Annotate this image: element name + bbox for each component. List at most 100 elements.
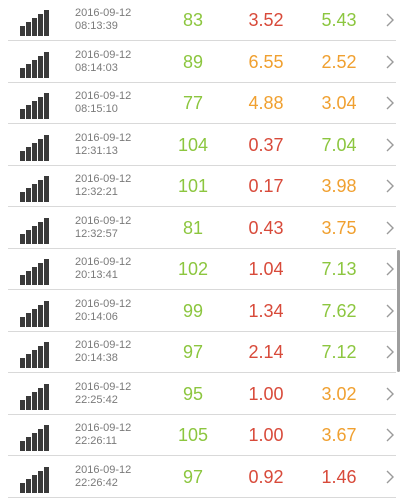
upload-value: 3.98 bbox=[321, 176, 357, 196]
signal-bar bbox=[20, 151, 25, 161]
upload-value: 2.52 bbox=[321, 52, 357, 72]
signal-bar bbox=[26, 479, 31, 493]
signal-bar bbox=[20, 234, 25, 244]
result-row[interactable]: 2016-09-12 08:13:39 83 3.52 5.43 bbox=[0, 0, 404, 41]
signal-strength-icon bbox=[20, 257, 54, 285]
test-time: 08:15:10 bbox=[75, 103, 118, 115]
signal-bar bbox=[32, 309, 37, 327]
test-time: 08:14:03 bbox=[75, 62, 118, 74]
signal-bar bbox=[32, 267, 37, 285]
signal-bar bbox=[44, 342, 49, 368]
chevron-right-icon[interactable] bbox=[386, 13, 394, 27]
result-row[interactable]: 2016-09-12 22:26:11 105 1.00 3.67 bbox=[0, 415, 404, 456]
row-divider bbox=[8, 123, 396, 124]
chevron-right-icon[interactable] bbox=[386, 179, 394, 193]
signal-bar bbox=[20, 483, 25, 493]
signal-bar bbox=[44, 93, 49, 119]
upload-value: 3.75 bbox=[321, 218, 357, 238]
test-time: 12:32:57 bbox=[75, 228, 118, 240]
signal-bar bbox=[26, 22, 31, 36]
signal-bar bbox=[26, 354, 31, 368]
signal-strength-icon bbox=[20, 8, 54, 36]
test-date: 2016-09-12 bbox=[75, 215, 132, 227]
chevron-right-icon[interactable] bbox=[386, 345, 394, 359]
ping-value: 101 bbox=[177, 176, 209, 196]
result-row[interactable]: 2016-09-12 12:31:13 104 0.37 7.04 bbox=[0, 125, 404, 166]
row-divider bbox=[8, 40, 396, 41]
chevron-right-icon[interactable] bbox=[386, 138, 394, 152]
upload-value: 5.43 bbox=[321, 10, 357, 30]
result-row[interactable]: 2016-09-12 08:15:10 77 4.88 3.04 bbox=[0, 83, 404, 124]
test-time: 22:26:42 bbox=[75, 477, 118, 489]
signal-strength-icon bbox=[20, 299, 54, 327]
test-time: 22:25:42 bbox=[75, 394, 118, 406]
row-divider bbox=[8, 414, 396, 415]
signal-bar bbox=[38, 471, 43, 493]
test-date: 2016-09-12 bbox=[75, 49, 132, 61]
signal-bar bbox=[32, 433, 37, 451]
test-date: 2016-09-12 bbox=[75, 90, 132, 102]
chevron-right-icon[interactable] bbox=[386, 470, 394, 484]
ping-value: 97 bbox=[182, 342, 204, 362]
signal-bar bbox=[32, 392, 37, 410]
test-time: 20:14:38 bbox=[75, 352, 118, 364]
signal-strength-icon bbox=[20, 216, 54, 244]
signal-bar bbox=[20, 26, 25, 36]
row-divider bbox=[8, 497, 396, 498]
ping-value: 83 bbox=[182, 10, 204, 30]
download-value: 1.04 bbox=[248, 259, 284, 279]
test-date: 2016-09-12 bbox=[75, 422, 132, 434]
chevron-right-icon[interactable] bbox=[386, 428, 394, 442]
upload-value: 3.04 bbox=[321, 93, 357, 113]
row-divider bbox=[8, 331, 396, 332]
chevron-right-icon[interactable] bbox=[386, 96, 394, 110]
signal-bar bbox=[38, 180, 43, 202]
signal-bar bbox=[20, 109, 25, 119]
download-value: 0.37 bbox=[248, 135, 284, 155]
result-row[interactable]: 2016-09-12 12:32:57 81 0.43 3.75 bbox=[0, 208, 404, 249]
signal-bar bbox=[26, 230, 31, 244]
chevron-right-icon[interactable] bbox=[386, 221, 394, 235]
signal-bar bbox=[44, 425, 49, 451]
row-divider bbox=[8, 248, 396, 249]
upload-value: 7.62 bbox=[321, 301, 357, 321]
result-row[interactable]: 2016-09-12 20:14:06 99 1.34 7.62 bbox=[0, 291, 404, 332]
signal-bar bbox=[32, 475, 37, 493]
signal-bar bbox=[20, 192, 25, 202]
result-row[interactable]: 2016-09-12 08:14:03 89 6.55 2.52 bbox=[0, 42, 404, 83]
upload-value: 7.12 bbox=[321, 342, 357, 362]
chevron-right-icon[interactable] bbox=[386, 262, 394, 276]
signal-strength-icon bbox=[20, 174, 54, 202]
row-divider bbox=[8, 455, 396, 456]
signal-bar bbox=[38, 139, 43, 161]
row-divider bbox=[8, 289, 396, 290]
ping-value: 105 bbox=[177, 425, 209, 445]
chevron-right-icon[interactable] bbox=[386, 387, 394, 401]
download-value: 1.00 bbox=[248, 425, 284, 445]
chevron-right-icon[interactable] bbox=[386, 55, 394, 69]
result-row[interactable]: 2016-09-12 22:25:42 95 1.00 3.02 bbox=[0, 374, 404, 415]
signal-bar bbox=[44, 10, 49, 36]
signal-bar bbox=[38, 97, 43, 119]
download-value: 0.43 bbox=[248, 218, 284, 238]
signal-bar bbox=[44, 218, 49, 244]
ping-value: 77 bbox=[182, 93, 204, 113]
chevron-right-icon[interactable] bbox=[386, 304, 394, 318]
upload-value: 1.46 bbox=[321, 467, 357, 487]
row-divider bbox=[8, 82, 396, 83]
result-row[interactable]: 2016-09-12 20:14:38 97 2.14 7.12 bbox=[0, 332, 404, 373]
row-divider bbox=[8, 165, 396, 166]
signal-bar bbox=[44, 259, 49, 285]
result-row[interactable]: 2016-09-12 20:13:41 102 1.04 7.13 bbox=[0, 249, 404, 290]
ping-value: 102 bbox=[177, 259, 209, 279]
download-value: 3.52 bbox=[248, 10, 284, 30]
ping-value: 97 bbox=[182, 467, 204, 487]
ping-value: 95 bbox=[182, 384, 204, 404]
scrollbar[interactable] bbox=[397, 250, 400, 372]
signal-bar bbox=[26, 437, 31, 451]
signal-bar bbox=[44, 467, 49, 493]
signal-bar bbox=[32, 226, 37, 244]
result-row[interactable]: 2016-09-12 22:26:42 97 0.92 1.46 bbox=[0, 457, 404, 498]
result-row[interactable]: 2016-09-12 12:32:21 101 0.17 3.98 bbox=[0, 166, 404, 207]
signal-strength-icon bbox=[20, 133, 54, 161]
